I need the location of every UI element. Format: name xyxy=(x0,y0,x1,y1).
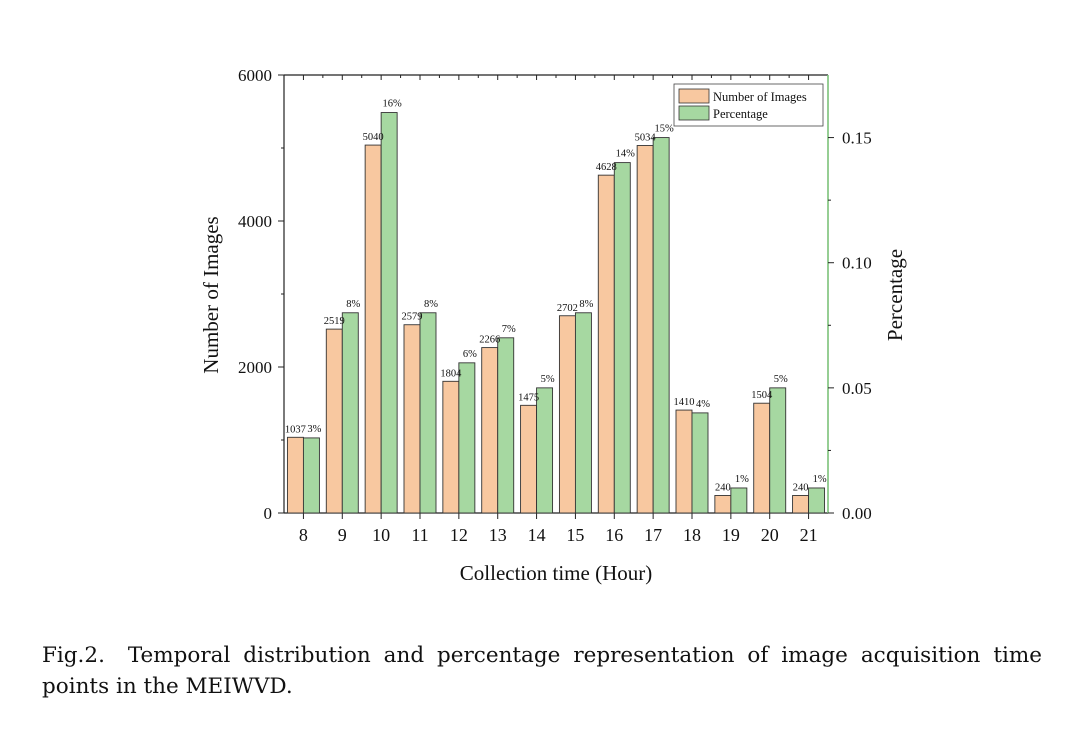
bar-number-of-images xyxy=(792,495,810,514)
data-labels: 1037 3%25198%504016%25798%18046%22667%147… xyxy=(285,99,827,494)
data-label-number-of-images: 2519 xyxy=(324,316,345,327)
x-tick-label: 12 xyxy=(450,525,468,545)
bar-number-of-images xyxy=(558,315,576,514)
data-label-number-of-images: 1410 xyxy=(674,397,695,408)
bar-percentage xyxy=(302,437,320,514)
data-label-percentage: 3% xyxy=(307,424,321,435)
data-label-percentage: 5% xyxy=(774,374,788,385)
y-tick-label: 6000 xyxy=(238,66,272,85)
bar-number-of-images xyxy=(364,144,382,514)
x-tick-label: 21 xyxy=(800,525,818,545)
bar-number-of-images xyxy=(675,409,693,514)
bar-number-of-images xyxy=(403,324,421,514)
data-label-percentage: 16% xyxy=(383,99,403,110)
legend-swatch-number-of-images xyxy=(678,88,710,104)
bar-percentage xyxy=(419,312,437,514)
data-label-number-of-images: 2579 xyxy=(402,312,423,323)
data-label-percentage: 5% xyxy=(541,374,555,385)
x-axis-title: Collection time (Hour) xyxy=(460,561,652,585)
data-label-number-of-images: 1804 xyxy=(440,368,462,379)
bar-number-of-images xyxy=(597,174,615,514)
bar-percentage xyxy=(730,487,748,514)
data-label-percentage: 4% xyxy=(696,399,710,410)
bar-number-of-images xyxy=(286,436,304,514)
bars xyxy=(286,112,826,514)
x-tick-label: 20 xyxy=(761,525,779,545)
bar-number-of-images xyxy=(636,145,654,514)
x-tick-label: 9 xyxy=(338,525,347,545)
data-label-percentage: 14% xyxy=(616,149,636,160)
bar-number-of-images xyxy=(325,328,343,514)
y2-tick-label: 0.05 xyxy=(842,379,872,398)
data-label-number-of-images: 1504 xyxy=(751,390,773,401)
x-tick-label: 19 xyxy=(722,525,740,545)
data-label-percentage: 1% xyxy=(735,474,749,485)
data-label-percentage: 6% xyxy=(463,349,477,360)
bar-percentage xyxy=(613,162,631,514)
bar-percentage xyxy=(458,362,476,514)
caption-text: Temporal distribution and percentage rep… xyxy=(42,643,1042,699)
data-label-percentage: 8% xyxy=(346,299,360,310)
y2-tick-label: 0.15 xyxy=(842,129,872,148)
x-tick-label: 14 xyxy=(528,525,546,545)
data-label-number-of-images: 5040 xyxy=(363,132,384,143)
x-tick-label: 11 xyxy=(411,525,428,545)
bar-percentage xyxy=(536,387,554,514)
data-label-number-of-images: 2702 xyxy=(557,303,578,314)
x-tick-label: 8 xyxy=(299,525,308,545)
data-label-percentage: 8% xyxy=(579,299,593,310)
y2-axis-title: Percentage xyxy=(883,249,907,341)
bar-number-of-images xyxy=(714,495,732,514)
y2-tick-label: 0.10 xyxy=(842,254,872,273)
legend-entry-number-of-images: Number of Images xyxy=(713,90,807,104)
bar-chart: 0 2000 4000 6000 0.00 0.05 0.10 0.15 8 9 10 11 12 13 1… xyxy=(199,66,907,585)
bar-percentage xyxy=(497,337,515,514)
figure-caption: Fig.2. Temporal distribution and percent… xyxy=(42,640,1042,702)
bar-percentage xyxy=(691,412,709,514)
data-label-number-of-images: 5034 xyxy=(635,133,657,144)
bar-percentage xyxy=(808,487,826,514)
bar-number-of-images xyxy=(753,402,771,514)
data-label-number-of-images: 240 xyxy=(715,482,731,493)
x-tick-label: 15 xyxy=(566,525,584,545)
x-tick-label: 17 xyxy=(644,525,662,545)
bar-number-of-images xyxy=(442,380,460,514)
data-label-number-of-images: 1037 xyxy=(285,424,306,435)
bar-percentage xyxy=(574,312,592,514)
chart-figure: 0 2000 4000 6000 0.00 0.05 0.10 0.15 8 9 10 11 12 13 1… xyxy=(199,66,907,585)
bar-percentage xyxy=(769,387,787,514)
y-tick-label: 4000 xyxy=(238,212,272,231)
data-label-number-of-images: 4628 xyxy=(596,162,617,173)
x-tick-label: 16 xyxy=(605,525,623,545)
y-axis-title: Number of Images xyxy=(199,216,223,373)
data-label-percentage: 1% xyxy=(813,474,827,485)
y-tick-label: 0 xyxy=(264,504,273,523)
legend-entry-percentage: Percentage xyxy=(713,107,768,121)
y2-tick-label: 0.00 xyxy=(842,504,872,523)
bar-percentage xyxy=(380,112,398,514)
x-tick-label: 13 xyxy=(489,525,507,545)
caption-label: Fig.2. xyxy=(42,643,105,668)
y-tick-label: 2000 xyxy=(238,358,272,377)
data-label-percentage: 7% xyxy=(502,324,516,335)
data-label-number-of-images: 240 xyxy=(793,482,809,493)
bar-number-of-images xyxy=(481,347,499,514)
x-tick-label: 18 xyxy=(683,525,701,545)
data-label-percentage: 15% xyxy=(655,124,675,135)
legend-swatch-percentage xyxy=(678,105,710,121)
axes: 0 2000 4000 6000 0.00 0.05 0.10 0.15 8 9 10 11 12 13 1… xyxy=(238,66,872,545)
x-tick-label: 10 xyxy=(372,525,390,545)
data-label-percentage: 8% xyxy=(424,299,438,310)
legend: Number of Images Percentage xyxy=(673,83,824,127)
bar-percentage xyxy=(341,312,359,514)
data-label-number-of-images: 1475 xyxy=(518,392,539,403)
bar-number-of-images xyxy=(520,404,538,514)
bar-percentage xyxy=(652,137,670,514)
data-label-number-of-images: 2266 xyxy=(479,335,500,346)
